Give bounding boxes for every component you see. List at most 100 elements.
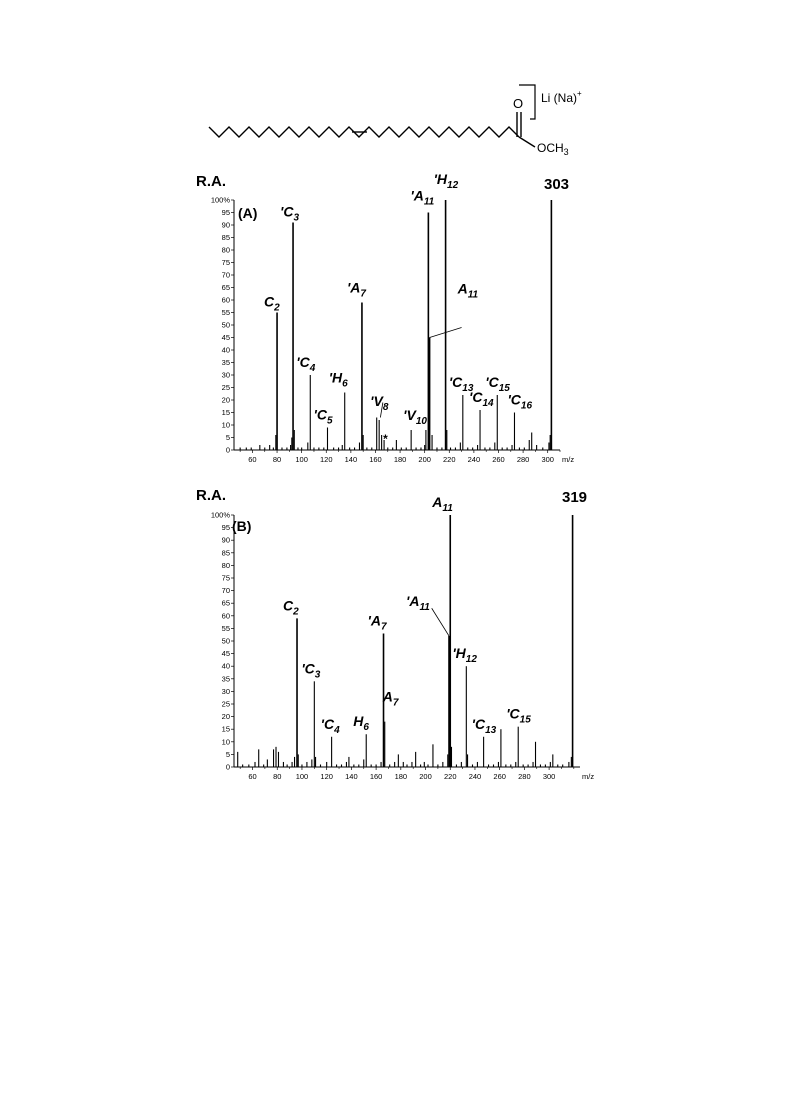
y-tick-label: 30 xyxy=(222,687,230,696)
x-tick-label: 100 xyxy=(295,455,308,464)
y-tick-label: 0 xyxy=(226,763,230,772)
y-tick-label: 55 xyxy=(222,308,230,317)
x-tick-label: 220 xyxy=(444,772,457,781)
peak-annotation: 'C16 xyxy=(507,392,532,412)
peak-annotation: 'A7 xyxy=(347,280,366,300)
x-unit-label: m/z xyxy=(582,772,594,781)
peak-annotation: 'C5 xyxy=(313,407,332,427)
y-tick-label: 95 xyxy=(222,208,230,217)
y-tick-label: 55 xyxy=(222,624,230,633)
x-tick-label: 260 xyxy=(492,455,505,464)
y-tick-label: 75 xyxy=(222,574,230,583)
y-tick-label: 10 xyxy=(222,421,230,430)
peak-annotation: A11 xyxy=(457,281,479,301)
peak-annotation: A7 xyxy=(382,689,399,709)
x-tick-label: 160 xyxy=(369,455,382,464)
x-tick-label: 260 xyxy=(493,772,506,781)
panel-label: (B) xyxy=(232,518,251,534)
peak-annotations: C2 'C3 'C4 H6 'A7 A7 A11 'A11 'H12 'C13 'C15 xyxy=(283,494,531,736)
peak-annotation: 'C13 xyxy=(472,716,497,736)
x-tick-label: 120 xyxy=(320,455,333,464)
y-tick-label: 70 xyxy=(222,586,230,595)
x-tick-label: 180 xyxy=(395,772,408,781)
peak-annotation: 'C13 xyxy=(449,374,474,394)
y-tick-label: 10 xyxy=(222,737,230,746)
x-tick-label: 180 xyxy=(394,455,407,464)
y-tick-label: 40 xyxy=(222,662,230,671)
y-tick-label: 60 xyxy=(222,296,230,305)
x-unit-label: m/z xyxy=(562,455,574,464)
cation-bracket xyxy=(519,84,536,120)
y-tick-label: 35 xyxy=(222,358,230,367)
annotation-leader-line xyxy=(379,402,384,418)
y-tick-label: 80 xyxy=(222,561,230,570)
peak-annotation: 'C4 xyxy=(296,354,315,374)
y-tick-label: 20 xyxy=(222,396,230,405)
x-tick-label: 80 xyxy=(273,455,281,464)
panel-label: (A) xyxy=(238,205,257,221)
y-axis-title: R.A. xyxy=(196,487,226,504)
x-tick-label: 220 xyxy=(443,455,456,464)
y-tick-label: 100% xyxy=(211,511,231,520)
axes: 0 5 10 15 20 25 30 35 40 45 50 55 60 65 70 75 80 85 90 95 10… xyxy=(211,511,595,782)
peak-annotation: 'C3 xyxy=(301,660,320,680)
x-tick-label: 120 xyxy=(320,772,333,781)
y-tick-label: 100% xyxy=(211,196,231,205)
peak-annotation: * xyxy=(383,432,389,446)
y-tick-label: 25 xyxy=(222,700,230,709)
peak-annotation: 'C3 xyxy=(280,204,299,224)
x-tick-label: 240 xyxy=(468,455,481,464)
peaks xyxy=(237,515,574,767)
peak-annotation: 'A11 xyxy=(410,188,434,208)
y-tick-label: 70 xyxy=(222,271,230,280)
y-tick-label: 25 xyxy=(222,383,230,392)
y-tick-label: 50 xyxy=(222,321,230,330)
peak-annotation: 'V10 xyxy=(403,407,427,427)
peak-annotation: 'A11 xyxy=(406,593,430,613)
peak-annotation: 'C14 xyxy=(469,389,494,409)
x-tick-label: 280 xyxy=(517,455,530,464)
x-tick-label: 280 xyxy=(518,772,531,781)
peak-annotation: 'C4 xyxy=(321,716,340,736)
peak-annotation: A11 xyxy=(431,494,453,514)
peak-annotation: C2 xyxy=(264,294,280,314)
y-tick-label: 45 xyxy=(222,333,230,342)
y-axis-title: R.A. xyxy=(196,173,226,190)
peak-annotation: 'C15 xyxy=(506,706,531,726)
y-tick-label: 80 xyxy=(222,246,230,255)
y-tick-label: 40 xyxy=(222,346,230,355)
y-tick-label: 50 xyxy=(222,637,230,646)
y-tick-label: 65 xyxy=(222,283,230,292)
peak-annotation: 'H6 xyxy=(329,370,348,390)
y-tick-label: 15 xyxy=(222,408,230,417)
y-tick-label: 35 xyxy=(222,674,230,683)
annotation-leader-line xyxy=(431,608,450,637)
x-tick-label: 200 xyxy=(419,772,432,781)
parent-ion-label: 303 xyxy=(544,176,569,193)
peak-annotation: 'H12 xyxy=(434,171,459,191)
x-tick-label: 240 xyxy=(469,772,482,781)
y-tick-label: 75 xyxy=(222,258,230,267)
axes: 0 5 10 15 20 25 30 35 40 45 50 55 60 65 70 75 80 85 90 95 10… xyxy=(211,196,575,465)
ester-group-label: OCH3 xyxy=(537,141,569,157)
y-tick-label: 60 xyxy=(222,611,230,620)
y-tick-label: 5 xyxy=(226,750,230,759)
y-tick-label: 30 xyxy=(222,371,230,380)
spectrum-panel-b: R.A. (B) 319 0 5 10 15 20 25 30 35 40 45 50 55 60 65 7… xyxy=(196,487,594,781)
y-tick-label: 90 xyxy=(222,221,230,230)
x-tick-label: 160 xyxy=(370,772,383,781)
carbonyl-oxygen: O xyxy=(513,96,523,111)
peak-annotations: C2 'C3 'C4 'C5 'H6 'A7 'V8 * 'V10 'A11'H12 A11 'C13… xyxy=(264,171,532,446)
y-tick-label: 95 xyxy=(222,523,230,532)
x-tick-label: 140 xyxy=(345,772,358,781)
x-tick-label: 60 xyxy=(248,772,256,781)
peak-annotation: 'A7 xyxy=(368,612,387,632)
parent-ion-label: 319 xyxy=(562,489,587,506)
x-tick-label: 80 xyxy=(273,772,281,781)
peak-annotation: C2 xyxy=(283,597,299,617)
annotation-leader-line xyxy=(429,327,462,338)
peak-annotation: H6 xyxy=(353,713,369,733)
y-tick-label: 85 xyxy=(222,233,230,242)
x-tick-label: 140 xyxy=(345,455,358,464)
